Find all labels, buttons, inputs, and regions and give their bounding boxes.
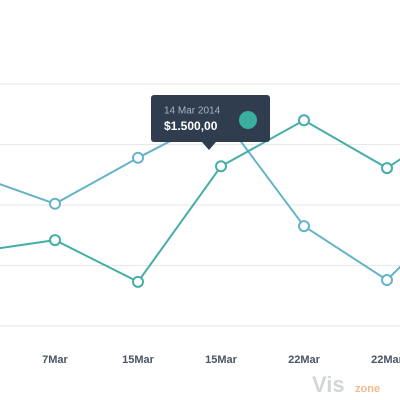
x-tick-label: 15Mar xyxy=(122,354,155,366)
point xyxy=(298,114,310,127)
x-tick-label: 22Mar xyxy=(371,354,400,366)
x-tick-label: 7Mar xyxy=(42,354,68,366)
point xyxy=(49,234,61,247)
tooltip-pointer xyxy=(202,142,216,150)
tooltip-swatch xyxy=(239,111,257,129)
x-tick-label: 22Mar xyxy=(288,354,321,366)
point xyxy=(49,197,61,210)
tooltip: 14 Mar 2014 $1.500,00 xyxy=(151,95,270,150)
point xyxy=(132,151,144,164)
watermark: Vis xyxy=(312,372,345,397)
point xyxy=(215,160,227,173)
watermark-accent: zone xyxy=(355,383,380,395)
point xyxy=(381,274,393,287)
point xyxy=(298,220,310,233)
point xyxy=(132,275,144,288)
tooltip-value: $1.500,00 xyxy=(164,119,218,133)
x-tick-label: 15Mar xyxy=(205,354,238,366)
point xyxy=(381,162,393,175)
tooltip-date: 14 Mar 2014 xyxy=(164,106,221,117)
tooltip-box xyxy=(151,95,270,142)
